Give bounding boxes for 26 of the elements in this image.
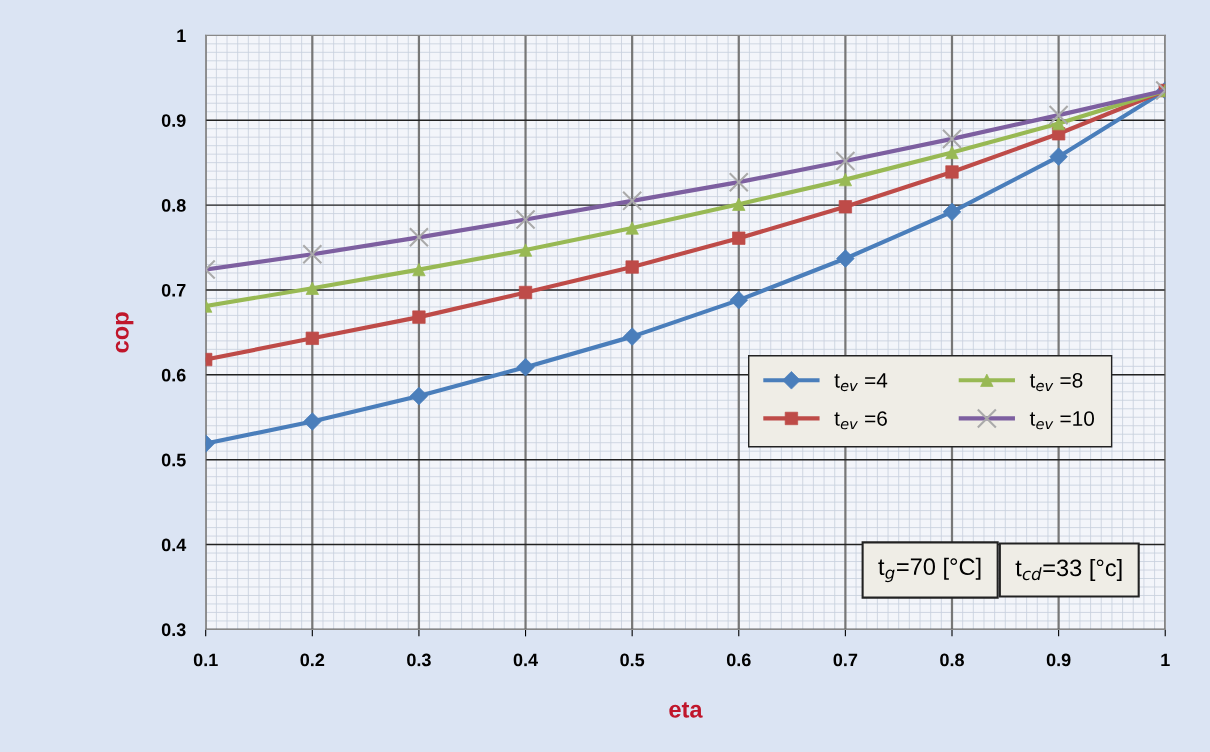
x-tick-label: 0.7 (833, 653, 858, 667)
legend-label: t$_{ev}$ =4 (834, 373, 888, 392)
y-tick-label: 0.6 (161, 368, 186, 382)
x-tick-label: 0.4 (513, 653, 538, 667)
x-tick-label: 0.5 (620, 653, 645, 667)
x-tick-label: 0.1 (193, 653, 218, 667)
y-tick-label: 0.3 (161, 623, 186, 637)
annotation: t$_{cd}$=33 [°c] (1015, 558, 1122, 581)
y-tick-label: 0.7 (161, 283, 186, 297)
x-tick-label: 1 (1161, 653, 1170, 667)
legend-label: t$_{ev}$ =10 (1029, 411, 1095, 430)
y-tick-label: 1 (177, 29, 186, 42)
x-tick-label: 0.6 (726, 653, 751, 667)
y-axis-title: cop (115, 312, 134, 353)
x-tick-label: 0.3 (407, 653, 431, 667)
y-tick-label: 0.4 (161, 538, 187, 552)
y-tick-label: 0.9 (161, 114, 186, 127)
y-tick-label: 0.8 (161, 199, 186, 212)
annotation: t$_{g}$=70 [°C] (878, 557, 981, 583)
x-axis-title: eta (669, 702, 703, 718)
legend-label: t$_{ev}$ =8 (1029, 372, 1083, 392)
x-tick-label: 0.2 (300, 653, 325, 667)
legend-label: t$_{ev}$ =6 (834, 411, 887, 430)
y-tick-label: 0.5 (161, 453, 186, 467)
x-tick-label: 0.9 (1046, 653, 1071, 667)
x-tick-label: 0.8 (940, 653, 964, 667)
